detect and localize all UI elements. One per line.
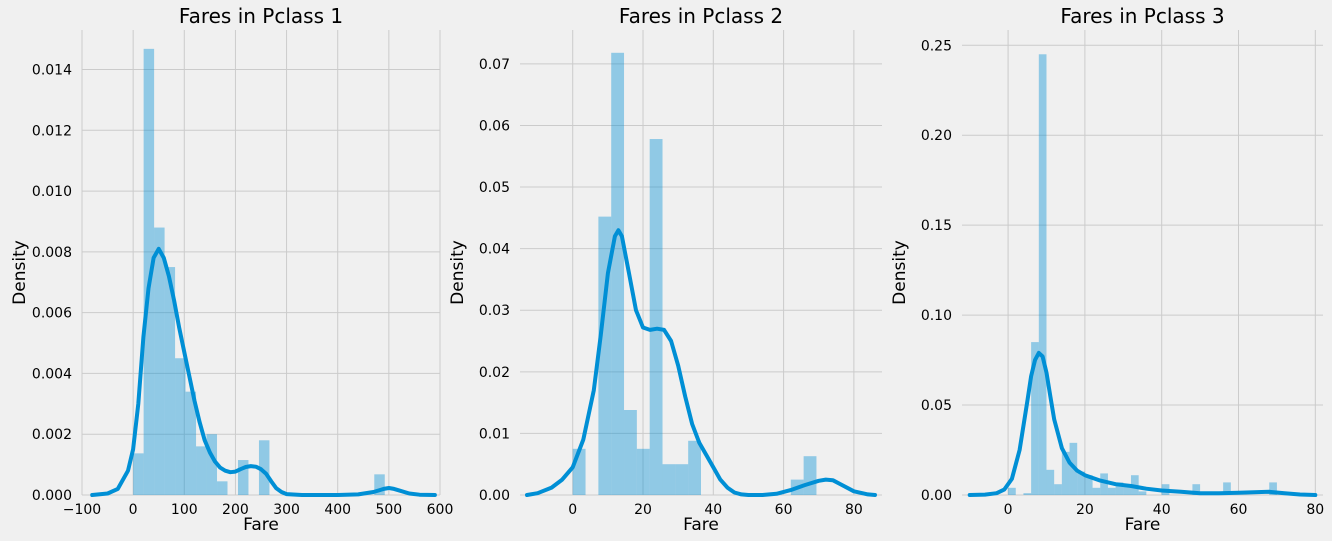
x-tick-label: 80 (845, 502, 863, 518)
y-tick-label: 0.01 (479, 426, 510, 442)
histogram-bar (143, 48, 155, 495)
x-tick-label: 0 (568, 502, 577, 518)
histogram-bar (611, 52, 625, 495)
histogram-bar (1269, 482, 1277, 495)
histogram-bar (662, 464, 676, 495)
chart-panel-3: 0 20 40 60 80 0.00 0.05 0.10 0.15 0.20 0.25 Fares i… (890, 4, 1324, 535)
y-tick-label: 0.10 (921, 308, 952, 324)
histogram-bar (1115, 482, 1124, 495)
histogram-bar (1054, 484, 1062, 495)
x-tick-label: 100 (171, 502, 198, 518)
x-tick-label: 40 (704, 502, 722, 518)
histogram-bar (1092, 487, 1101, 495)
y-tick-label: 0.04 (479, 242, 510, 258)
histogram-bar (258, 440, 270, 495)
histogram-bar (803, 456, 817, 495)
y-axis-label: Density (448, 240, 468, 305)
chart-panel-2: 0 20 40 60 80 0.00 0.01 0.02 0.03 0.04 0.05 0.06 0.0… (448, 4, 882, 535)
x-tick-label: 600 (427, 502, 454, 518)
x-tick-label: 300 (273, 502, 300, 518)
y-tick-label: 0.012 (32, 123, 72, 139)
x-tick-label: 200 (222, 502, 249, 518)
y-tick-label: 0.06 (479, 118, 510, 134)
y-tick-label: 0.008 (32, 245, 72, 261)
y-tick-label: 0.006 (32, 306, 72, 322)
histogram-bar (1031, 342, 1039, 495)
chart-title: Fares in Pclass 1 (179, 4, 343, 28)
kde-line (90, 246, 437, 497)
histogram-bar (237, 460, 249, 495)
histogram-bar (1100, 473, 1108, 495)
y-tick-label: 0.02 (479, 365, 510, 381)
histogram-bar (675, 464, 689, 495)
y-tick-label: 0.010 (32, 184, 72, 200)
y-tick-label: 0.03 (479, 303, 510, 319)
histogram-bar (1077, 471, 1085, 495)
histogram-bar (1084, 475, 1093, 495)
histogram-bar (1008, 487, 1016, 495)
histogram-bar (1046, 469, 1055, 495)
histogram-bar (374, 474, 385, 495)
y-tick-label: 0.05 (921, 398, 952, 414)
chart-title: Fares in Pclass 2 (619, 4, 783, 28)
x-tick-label: 40 (1153, 502, 1171, 518)
histogram-bar (1123, 486, 1131, 495)
chart-title: Fares in Pclass 3 (1060, 4, 1224, 28)
x-tick-label: 500 (375, 502, 402, 518)
histogram-bar (164, 267, 176, 495)
x-tick-label: −100 (63, 502, 101, 518)
histogram-bar (154, 227, 165, 496)
histogram-bar (1061, 451, 1070, 495)
x-axis-label: Fare (1125, 515, 1161, 535)
y-axis-label: Density (890, 240, 910, 305)
histogram-bar (1138, 491, 1147, 495)
histogram-bar (1192, 484, 1201, 495)
x-tick-label: 20 (1076, 502, 1094, 518)
y-tick-label: 0.004 (32, 366, 72, 382)
histogram-bar (217, 481, 228, 495)
y-tick-label: 0.25 (921, 38, 952, 54)
histogram-bar (624, 410, 637, 495)
kde-line (967, 350, 1318, 497)
y-tick-label: 0.000 (32, 488, 72, 504)
histogram-bar (636, 448, 650, 495)
y-tick-label: 0.20 (921, 128, 952, 144)
x-tick-label: 400 (324, 502, 351, 518)
x-tick-label: 20 (634, 502, 652, 518)
histogram-bar (175, 358, 186, 495)
y-axis-label: Density (10, 240, 30, 305)
y-tick-label: 0.05 (479, 180, 510, 196)
x-tick-label: 0 (1004, 502, 1013, 518)
histogram-bar (133, 453, 144, 495)
x-tick-label: 0 (129, 502, 138, 518)
histogram-bar (185, 391, 197, 495)
x-axis-label: Fare (243, 515, 279, 535)
y-tick-label: 0.002 (32, 427, 72, 443)
chart-panel-1: −100 0 100 200 300 400 500 600 0.000 0.002 0.004 0.… (10, 4, 453, 535)
y-tick-label: 0.15 (921, 218, 952, 234)
histogram-bar (1023, 493, 1032, 495)
x-axis-label: Fare (683, 515, 719, 535)
histogram-bar (206, 434, 218, 495)
y-tick-label: 0.014 (32, 63, 72, 79)
y-tick-label: 0.00 (921, 488, 952, 504)
y-tick-label: 0.07 (479, 57, 510, 73)
histogram-bar (649, 139, 663, 495)
histogram-bar (688, 440, 701, 495)
x-tick-label: 60 (775, 502, 793, 518)
histogram-bar (1038, 54, 1047, 495)
kde-line (525, 228, 877, 497)
x-tick-label: 80 (1306, 502, 1324, 518)
histogram-bar (1107, 487, 1116, 495)
y-tick-label: 0.00 (479, 488, 510, 504)
histogram-bar (196, 446, 207, 495)
x-tick-label: 60 (1230, 502, 1248, 518)
histogram-bar (1223, 482, 1231, 495)
